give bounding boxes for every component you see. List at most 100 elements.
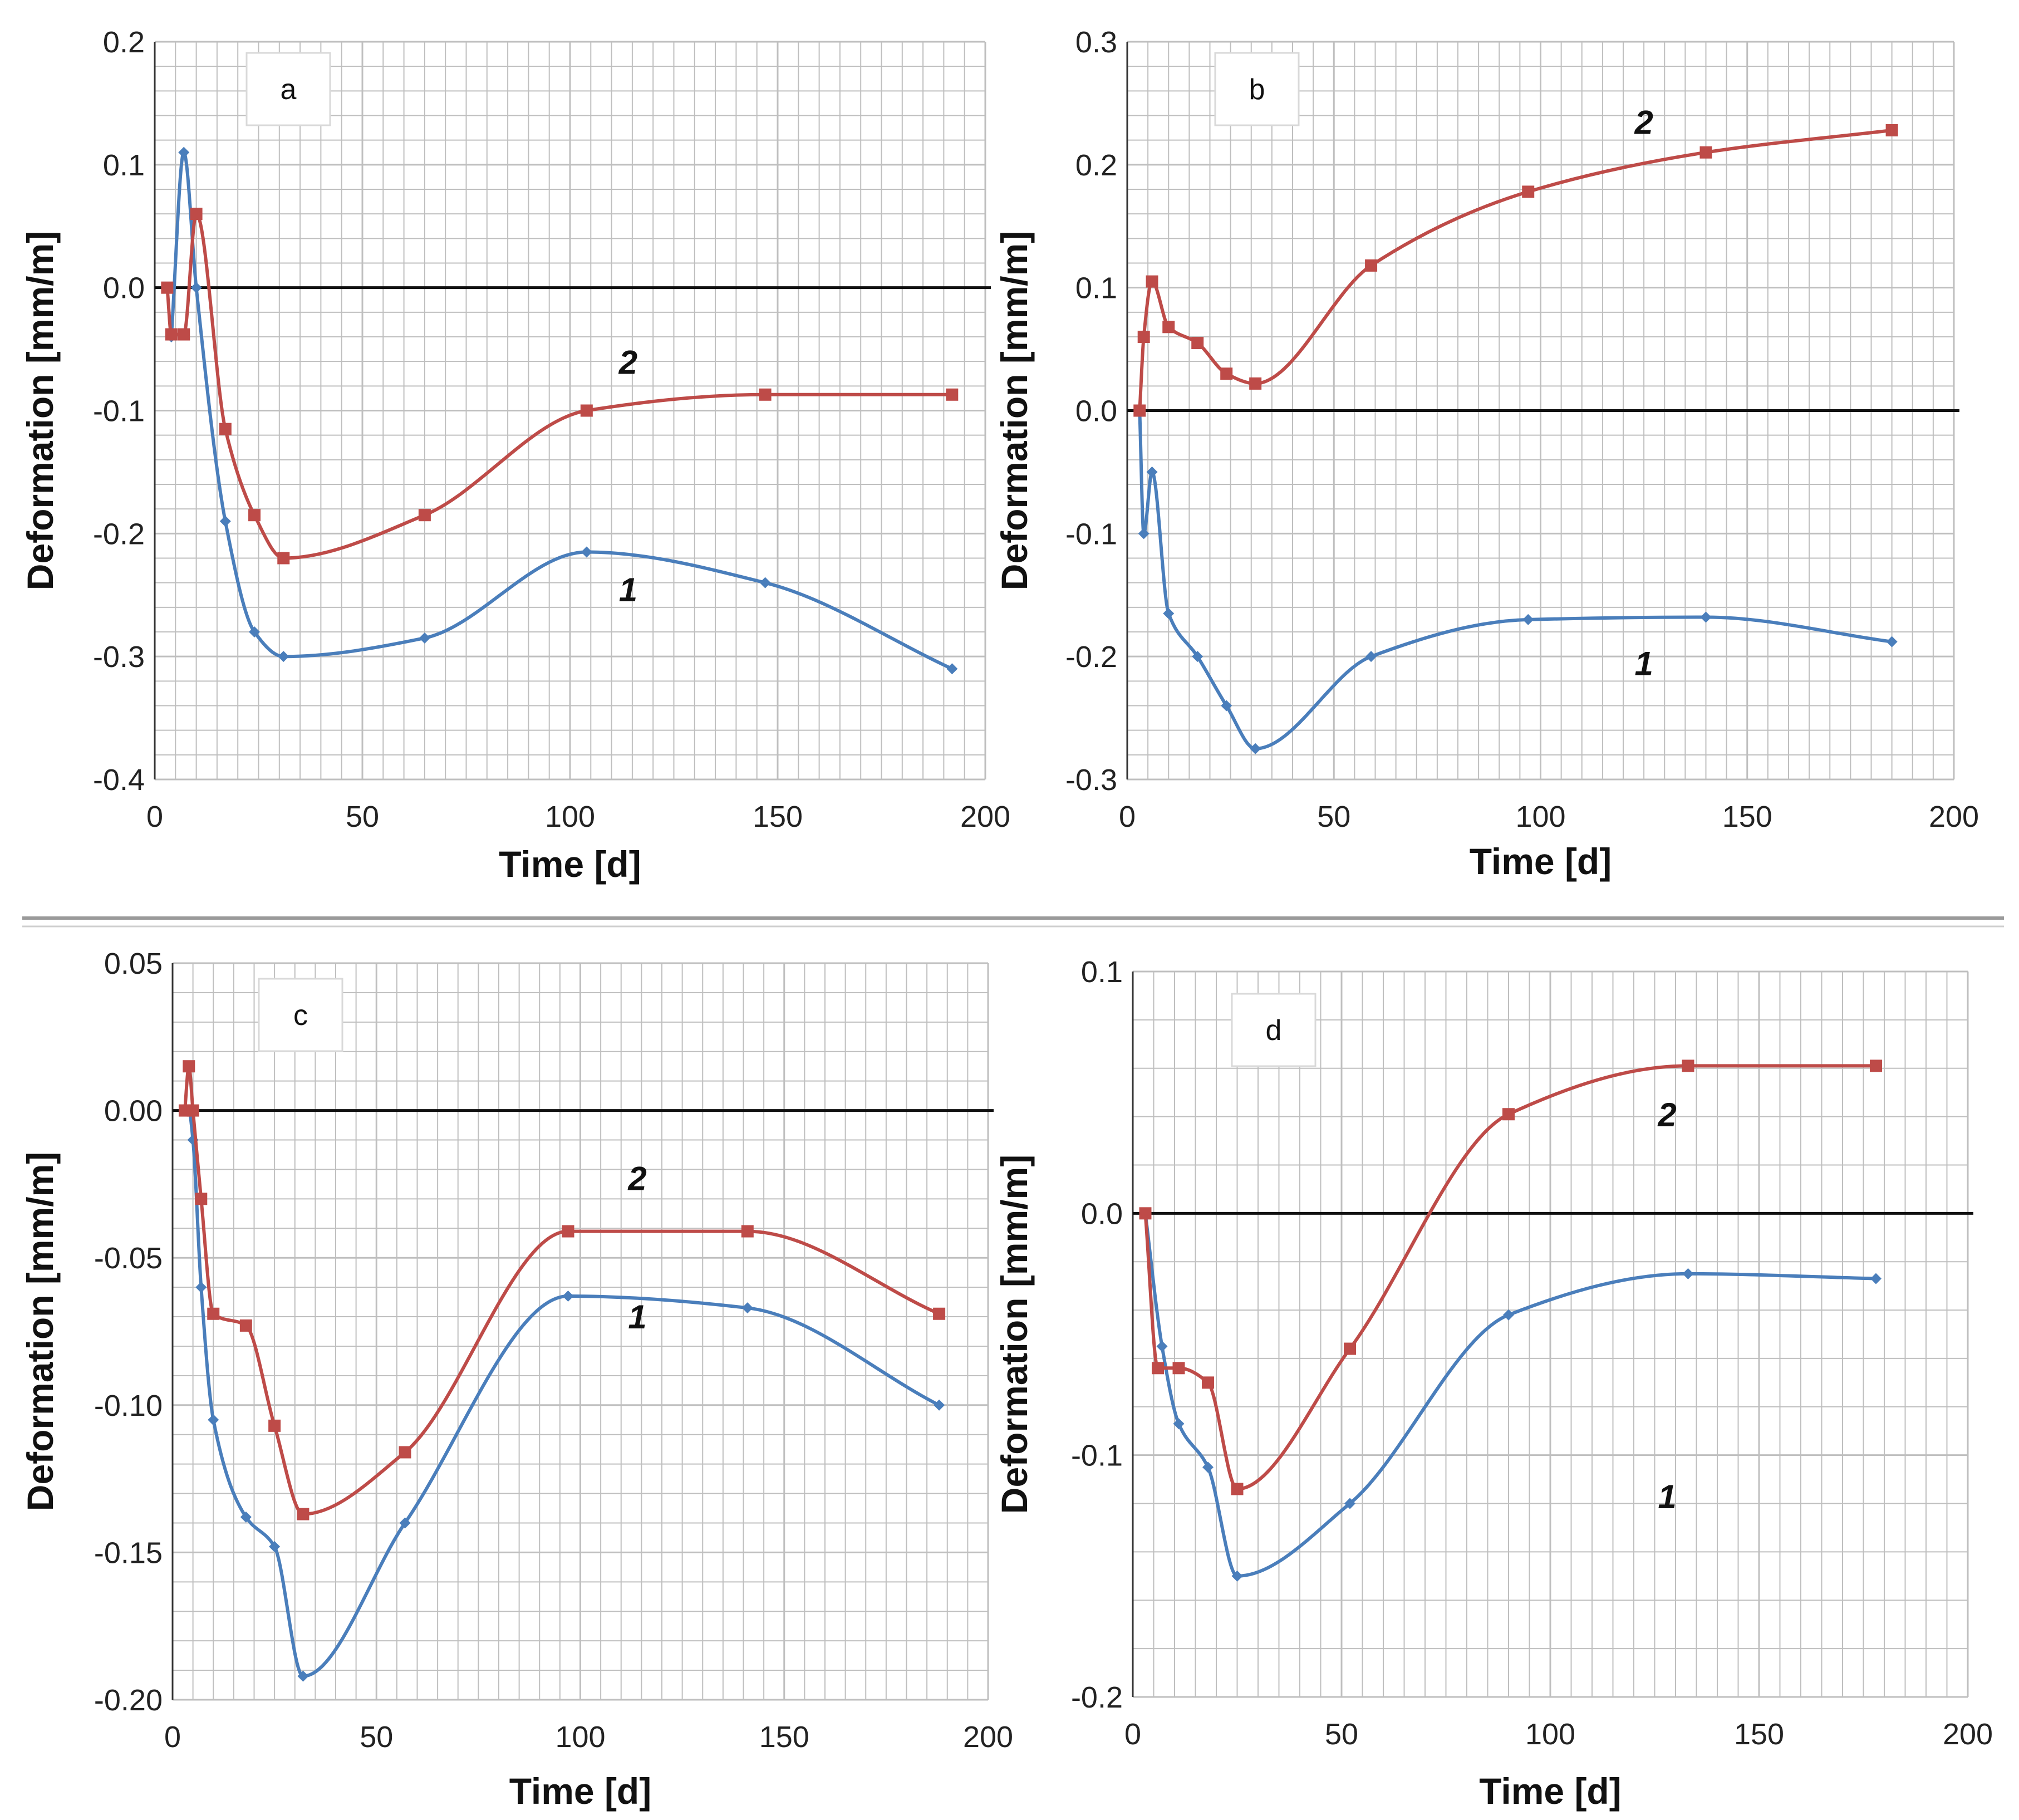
data-point-marker: [239, 1319, 252, 1332]
x-tick-label: 200: [963, 1720, 1013, 1754]
data-point-marker: [419, 632, 430, 644]
y-tick-label: -0.1: [1065, 517, 1117, 551]
series-label: 2: [1634, 104, 1653, 141]
x-tick-label: 50: [346, 800, 379, 833]
data-point-marker: [249, 626, 261, 637]
y-tick-label: -0.1: [1071, 1439, 1123, 1473]
series-2: 2: [161, 208, 959, 565]
data-point-marker: [1156, 1341, 1168, 1352]
data-point-marker: [1231, 1483, 1244, 1495]
panel-label-box: d: [1231, 993, 1316, 1067]
data-point-marker: [219, 423, 232, 435]
x-axis-title: Time [d]: [1470, 841, 1612, 882]
data-point-marker: [248, 509, 261, 522]
y-axis-title: Deformation [mm/m]: [994, 1155, 1035, 1514]
y-tick-label: -0.05: [94, 1242, 163, 1275]
data-point-marker: [1152, 1362, 1164, 1375]
data-point-marker: [186, 1104, 199, 1117]
data-point-marker: [1886, 636, 1898, 647]
data-point-marker: [1682, 1059, 1694, 1072]
data-point-marker: [1502, 1108, 1515, 1121]
y-tick-label: 0.3: [1075, 26, 1117, 59]
x-tick-label: 100: [545, 800, 595, 833]
x-tick-label: 150: [759, 1720, 809, 1754]
data-point-marker: [1202, 1461, 1214, 1473]
series-line: [185, 1108, 940, 1678]
series-label: 2: [627, 1160, 646, 1197]
data-point-marker: [1682, 1268, 1694, 1279]
x-tick-label: 50: [1317, 800, 1350, 833]
y-axis-title: Deformation [mm/m]: [19, 231, 61, 590]
data-point-marker: [178, 328, 190, 341]
y-tick-label: -0.3: [93, 640, 145, 674]
x-axis-title: Time [d]: [499, 843, 641, 885]
data-point-marker: [1220, 367, 1233, 380]
data-point-marker: [1173, 1418, 1185, 1430]
data-point-marker: [1133, 404, 1146, 417]
series-line: [169, 150, 953, 671]
x-tick-label: 0: [164, 1720, 181, 1754]
data-point-marker: [1344, 1498, 1355, 1509]
gridlines: [171, 962, 989, 1701]
x-tick-label: 50: [1325, 1718, 1358, 1751]
data-point-marker: [418, 509, 431, 522]
data-point-marker: [1139, 1207, 1152, 1220]
series-line: [1143, 1213, 1876, 1578]
y-tick-label: -0.2: [93, 517, 145, 551]
y-tick-label: -0.2: [1065, 640, 1117, 674]
data-point-marker: [580, 404, 593, 417]
y-tick-label: 0.0: [1075, 395, 1117, 428]
data-point-marker: [208, 1414, 219, 1426]
x-axis-title: Time [d]: [509, 1770, 651, 1812]
x-tick-label: 0: [1119, 800, 1136, 833]
y-tick-label: -0.2: [1071, 1681, 1123, 1714]
y-tick-label: 0.1: [1075, 272, 1117, 305]
x-tick-label: 100: [1525, 1718, 1575, 1751]
data-point-marker: [741, 1302, 753, 1314]
x-tick-label: 200: [1929, 800, 1979, 833]
data-point-marker: [759, 388, 772, 401]
y-tick-label: 0.05: [104, 947, 163, 980]
y-tick-label: 0.2: [103, 26, 145, 59]
data-point-marker: [1191, 337, 1204, 350]
data-point-marker: [178, 146, 190, 158]
series-label: 2: [1657, 1096, 1676, 1134]
data-point-marker: [1231, 1570, 1243, 1582]
panel-label: c: [293, 999, 308, 1032]
data-point-marker: [1172, 1362, 1185, 1375]
x-tick-label: 0: [146, 800, 163, 833]
y-tick-label: 0.1: [103, 149, 145, 182]
data-point-marker: [268, 1419, 281, 1432]
data-point-marker: [1522, 614, 1534, 625]
chart-panel-c: 0.05 0.00 -0.05 -0.10 -0.15 -0.200 50 100 150 200…: [19, 947, 1013, 1812]
data-point-marker: [297, 1670, 309, 1682]
x-tick-label: 200: [960, 800, 1010, 833]
data-point-marker: [1365, 259, 1378, 272]
data-point-marker: [1870, 1059, 1882, 1072]
data-point-marker: [1885, 124, 1898, 136]
series-line: [1143, 1064, 1876, 1491]
data-point-marker: [1163, 607, 1175, 619]
gridlines: [1132, 970, 1969, 1698]
y-tick-label: -0.3: [1065, 763, 1117, 797]
y-tick-label: 0.0: [103, 272, 145, 305]
data-point-marker: [399, 1517, 411, 1529]
series-2: 2: [178, 1060, 946, 1520]
data-point-marker: [1137, 331, 1150, 343]
series-line: [183, 1064, 940, 1516]
x-tick-label: 150: [1722, 800, 1772, 833]
series-2: 2: [1139, 1059, 1882, 1495]
data-point-marker: [190, 282, 202, 293]
panel-label-frame: [245, 52, 331, 126]
y-axis-title: Deformation [mm/m]: [994, 231, 1035, 590]
y-axis-title: Deformation [mm/m]: [19, 1152, 61, 1511]
panel-label-box: c: [258, 978, 343, 1052]
data-point-marker: [1138, 528, 1149, 539]
data-point-marker: [581, 546, 592, 558]
x-tick-label: 100: [555, 1720, 605, 1754]
data-point-marker: [1192, 651, 1203, 663]
data-point-marker: [1146, 275, 1158, 288]
panel-label: d: [1266, 1014, 1282, 1047]
y-tick-label: -0.15: [94, 1536, 163, 1569]
